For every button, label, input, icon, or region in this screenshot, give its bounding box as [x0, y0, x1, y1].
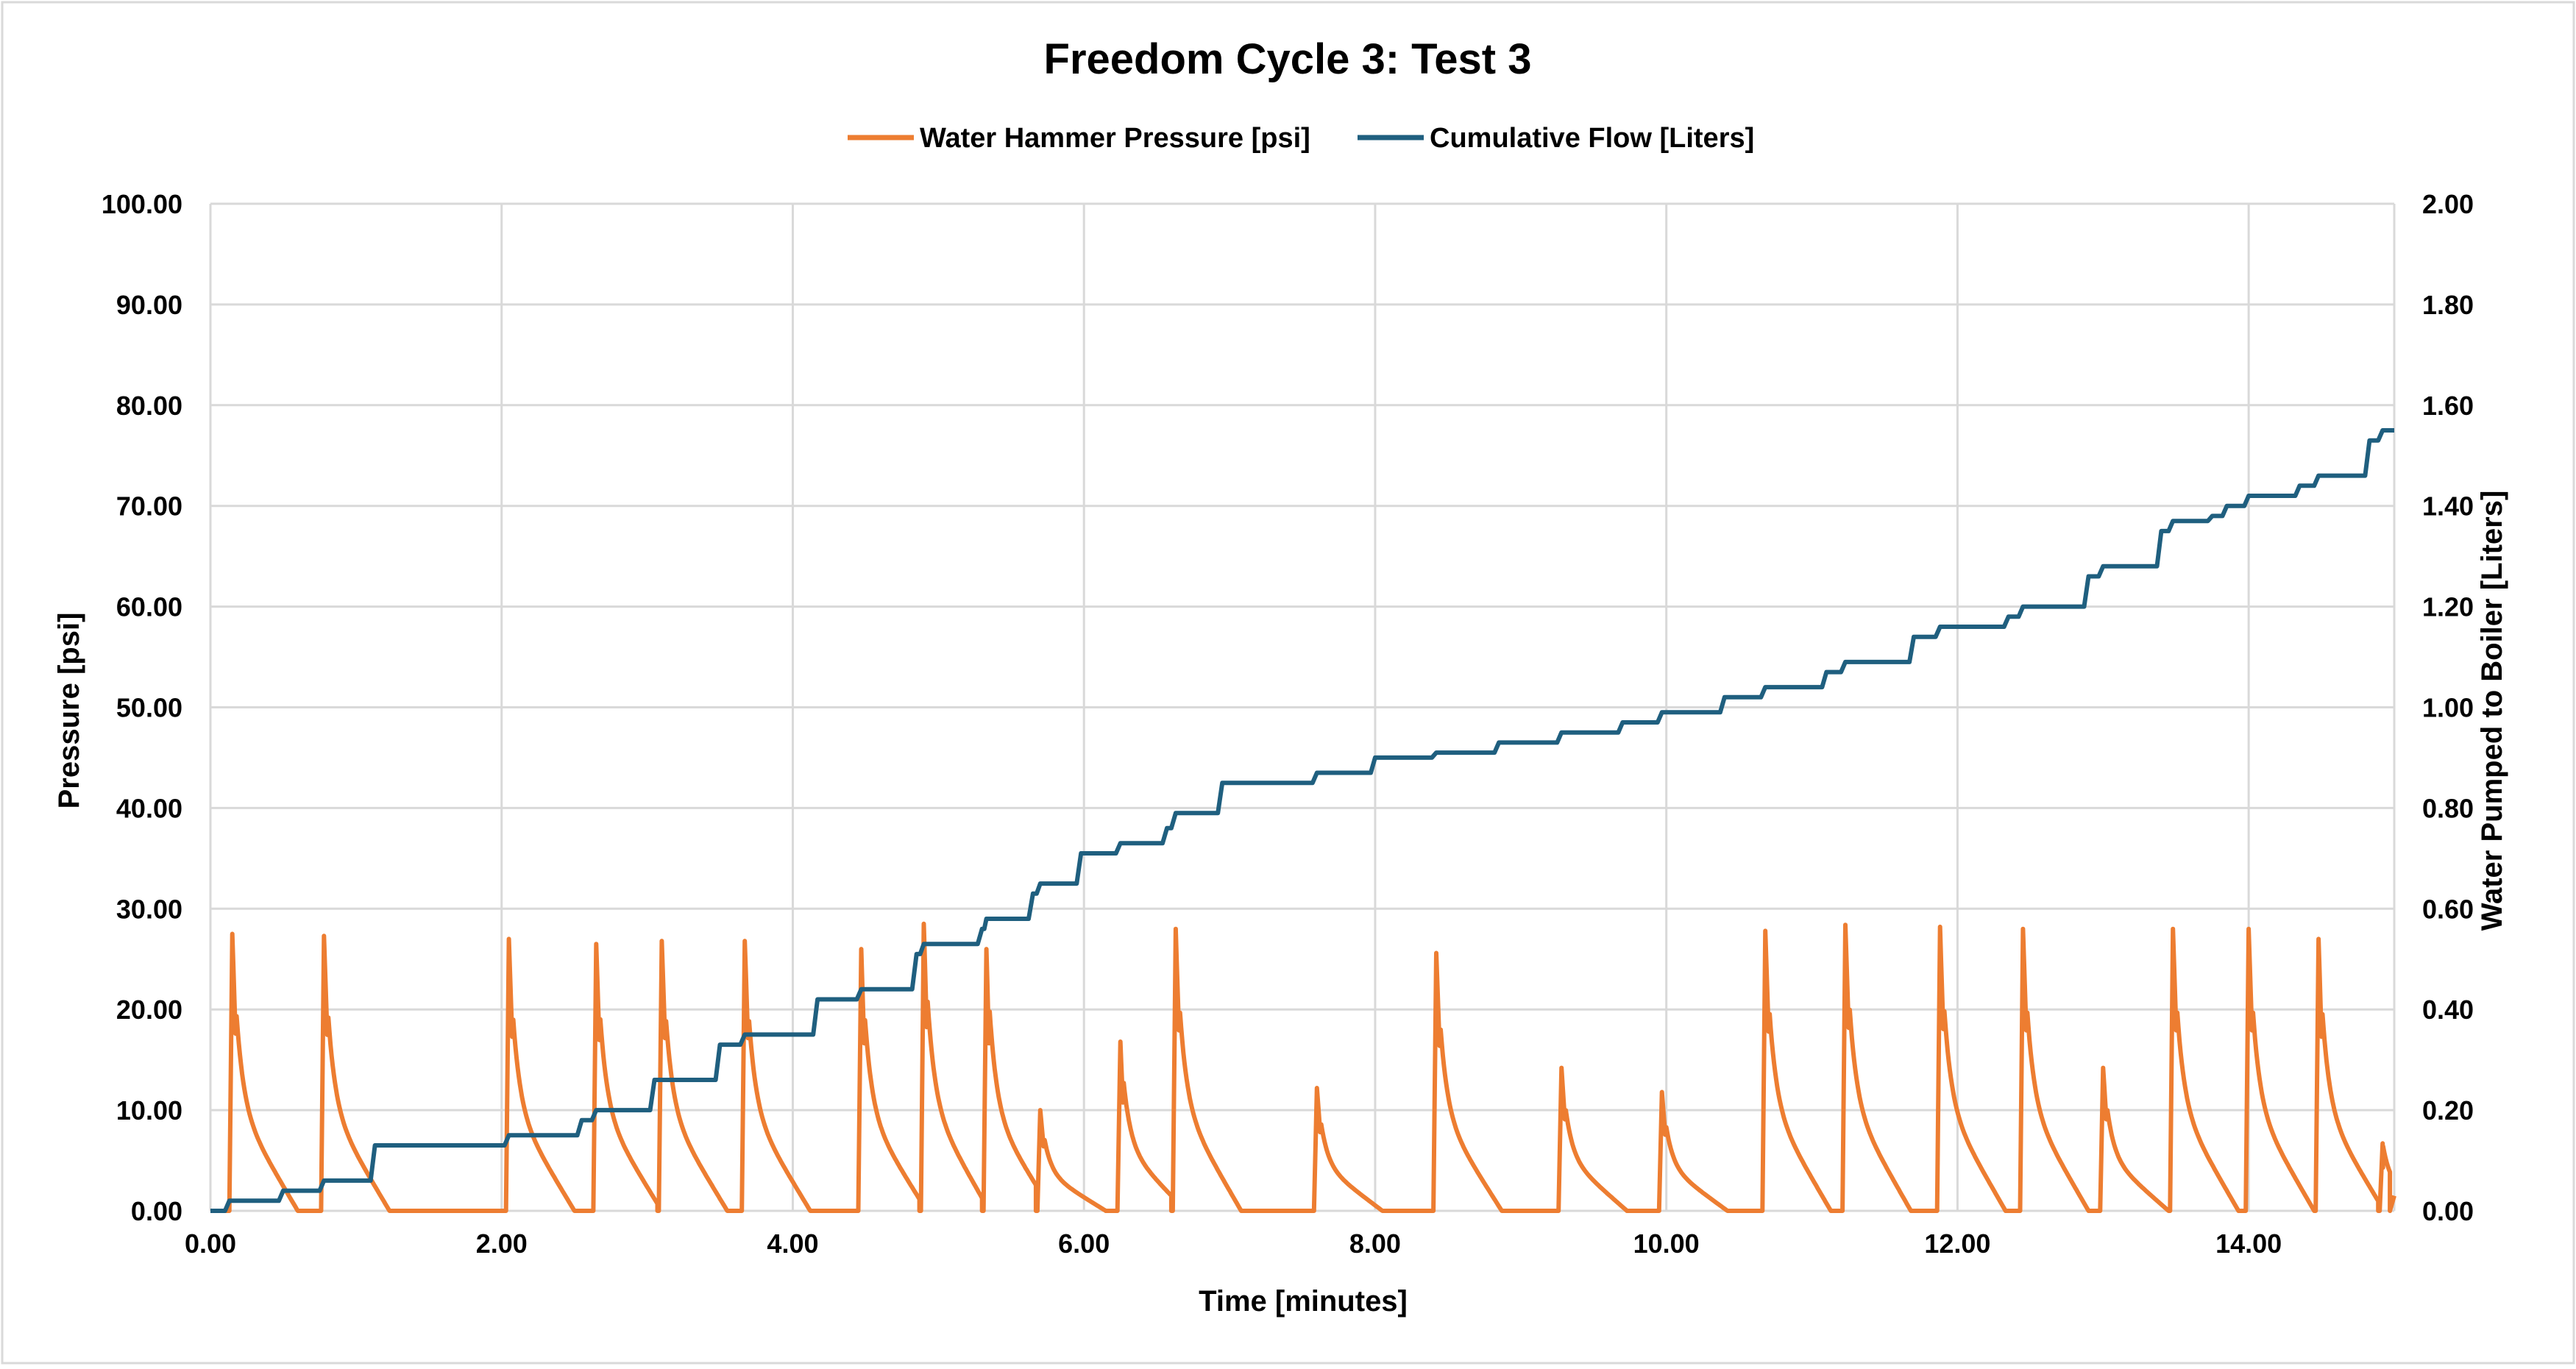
y-right-tick-label: 0.80 — [2422, 793, 2474, 823]
y-left-tick-label: 60.00 — [116, 592, 182, 622]
x-axis-label: Time [minutes] — [1199, 1285, 1408, 1318]
x-tick-label: 14.00 — [2215, 1228, 2282, 1259]
y-right-tick-label: 0.40 — [2422, 995, 2474, 1025]
chart-title: Freedom Cycle 3: Test 3 — [1044, 35, 1532, 83]
y-right-tick-label: 1.60 — [2422, 391, 2474, 421]
y-right-tick-label: 1.20 — [2422, 592, 2474, 622]
series-line-cumulative-flow — [210, 428, 2394, 1213]
gridlines — [209, 202, 2396, 1212]
y-right-tick-label: 0.60 — [2422, 894, 2474, 924]
y-axis-label-right: Water Pumped to Boiler [Liters] — [2476, 491, 2508, 931]
y-right-tick-label: 1.00 — [2422, 693, 2474, 723]
x-tick-labels: 0.00 2.00 4.00 6.00 8.00 10.00 12.00 14.00 — [185, 1228, 2282, 1259]
legend-label-flow: Cumulative Flow [Liters] — [1430, 123, 1754, 154]
x-tick-label: 8.00 — [1349, 1228, 1401, 1259]
y-left-tick-label: 10.00 — [116, 1095, 182, 1126]
legend: Water Hammer Pressure [psi] Cumulative F… — [848, 123, 1754, 154]
y-left-tick-label: 0.00 — [131, 1196, 182, 1226]
x-tick-label: 12.00 — [1924, 1228, 1990, 1259]
y-right-tick-label: 1.80 — [2422, 290, 2474, 320]
y-axis-label-left: Pressure [psi] — [53, 613, 85, 809]
y-left-tick-label: 70.00 — [116, 491, 182, 522]
x-tick-label: 4.00 — [767, 1228, 818, 1259]
x-tick-label: 2.00 — [476, 1228, 528, 1259]
y-right-tick-label: 1.40 — [2422, 491, 2474, 522]
y-left-tick-label: 40.00 — [116, 793, 182, 823]
y-left-tick-label: 50.00 — [116, 693, 182, 723]
y-left-tick-label: 30.00 — [116, 894, 182, 924]
x-tick-label: 0.00 — [185, 1228, 236, 1259]
y-left-tick-label: 80.00 — [116, 391, 182, 421]
legend-label-pressure: Water Hammer Pressure [psi] — [920, 123, 1310, 154]
y-right-tick-label: 2.00 — [2422, 189, 2474, 219]
y-left-tick-label: 90.00 — [116, 290, 182, 320]
x-tick-label: 10.00 — [1633, 1228, 1700, 1259]
y-right-tick-labels: 0.00 0.20 0.40 0.60 0.80 1.00 1.20 1.40 1.60 1.80… — [2422, 189, 2474, 1226]
series-line-water-hammer-pressure — [210, 921, 2396, 1213]
y-left-tick-label: 20.00 — [116, 995, 182, 1025]
y-left-tick-labels: 0.00 10.00 20.00 30.00 40.00 50.00 60.00 70.00 8… — [102, 189, 182, 1226]
y-left-tick-label: 100.00 — [102, 189, 182, 219]
x-tick-label: 6.00 — [1058, 1228, 1110, 1259]
y-right-tick-label: 0.00 — [2422, 1196, 2474, 1226]
y-right-tick-label: 0.20 — [2422, 1095, 2474, 1126]
